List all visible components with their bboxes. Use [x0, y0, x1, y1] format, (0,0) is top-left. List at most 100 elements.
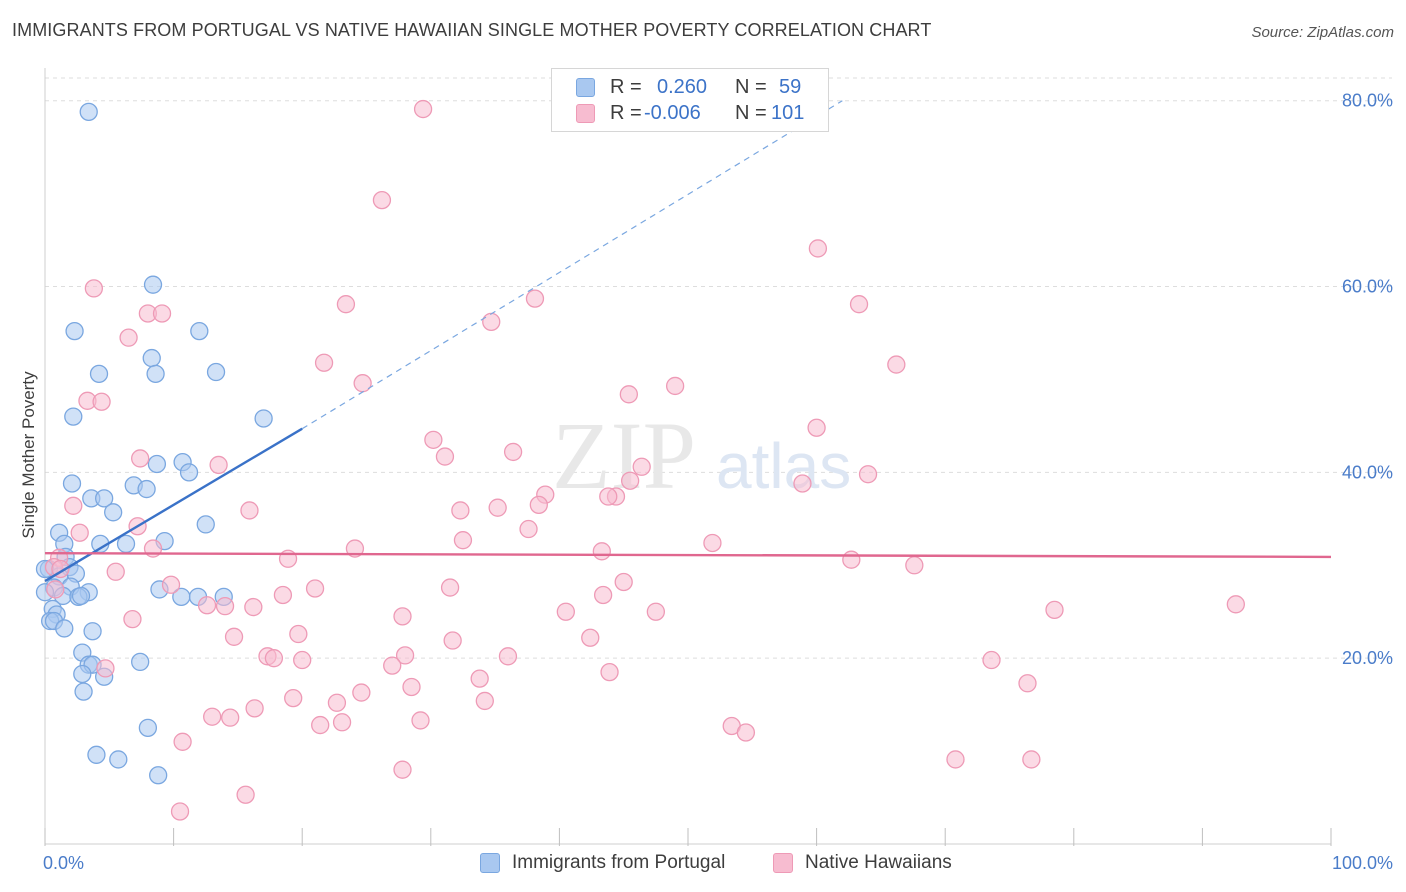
portugal-trend-line [44, 427, 303, 583]
hawaiian-point [96, 659, 115, 678]
hawaiian-point [221, 708, 240, 727]
hawaiian-point [453, 531, 473, 550]
hawaiian-point [170, 802, 190, 821]
portugal-point [149, 766, 168, 785]
bottom-legend-swatch-portugal [480, 853, 500, 873]
hawaiian-point [849, 295, 869, 314]
legend-r-label: R = [610, 76, 642, 98]
hawaiian-point [665, 376, 685, 396]
portugal-point [62, 474, 82, 493]
chart-title: IMMIGRANTS FROM PORTUGAL VS NATIVE HAWAI… [12, 20, 932, 40]
portugal-point [73, 664, 92, 684]
hawaiian-point [620, 471, 640, 490]
portugal-point [64, 407, 83, 426]
hawaiian-point [411, 711, 430, 730]
hawaiian-point [632, 457, 651, 476]
hawaiian-point [525, 289, 545, 308]
portugal-point [138, 718, 158, 738]
hawaiian-point [703, 533, 722, 553]
legend-r-value: 0.260 [657, 76, 708, 98]
portugal-point [179, 463, 199, 482]
y-tick-label: 60.0% [1342, 277, 1393, 297]
hawaiian-point [736, 723, 756, 742]
bottom-legend-label-hawaiian: Native Hawaiians [805, 852, 952, 873]
portugal-point [95, 489, 114, 508]
hawaiian-point [482, 312, 501, 331]
hawaiian-point [402, 677, 421, 697]
hawaiian-point [173, 732, 192, 751]
hawaiian-point [245, 699, 264, 718]
axis-layer [44, 68, 1332, 846]
hawaiian-point [106, 562, 125, 581]
hawaiian-point [619, 385, 638, 404]
hawaiian-point [46, 580, 65, 599]
legend-swatch-portugal [576, 78, 595, 97]
hawaiian-point [92, 392, 111, 411]
hawaiian-point [443, 631, 462, 650]
legend-n-label: N = [735, 76, 767, 98]
hawaiian-point [352, 683, 371, 702]
watermark-zip: ZIP [552, 402, 696, 509]
portugal-point [109, 750, 128, 769]
hawaiian-point [314, 353, 334, 372]
hawaiian-point [395, 646, 415, 665]
hawaiian-point [203, 707, 222, 726]
hawaiian-point [599, 487, 618, 506]
hawaiian-point [842, 550, 861, 569]
portugal-point [89, 364, 109, 384]
x-tick-label: 100.0% [1332, 853, 1393, 873]
portugal-point [79, 102, 98, 122]
legend-n-value: 101 [771, 102, 805, 124]
portugal-point [196, 515, 215, 534]
hawaiian-point [982, 650, 1001, 670]
portugal-point [104, 503, 123, 522]
portugal-point [143, 275, 163, 294]
hawaiian-point [305, 579, 325, 598]
points-layer [35, 99, 1245, 821]
portugal-point [55, 619, 74, 638]
hawaiian-point [556, 602, 575, 621]
portugal-trend-extension [301, 100, 843, 430]
hawaiian-point [244, 597, 263, 617]
hawaiian-point [858, 465, 878, 484]
hawaiian-point [209, 455, 228, 475]
hawaiian-point [593, 585, 613, 605]
hawaiian-point [793, 474, 812, 493]
hawaiian-point [807, 418, 826, 437]
hawaiian-point [372, 190, 392, 210]
bottom-legend-label-portugal: Immigrants from Portugal [512, 852, 726, 873]
hawaiian-point [600, 662, 619, 682]
hawaiian-point [264, 649, 284, 668]
hawaiian-point [293, 650, 312, 670]
labels-layer: 20.0% 40.0% 60.0% 80.0% 0.0% 100.0% Single Mot… [19, 91, 1393, 873]
hawaiian-point [503, 442, 523, 462]
source-label: Source: ZipAtlas.com [1251, 24, 1394, 41]
hawaiian-point [470, 669, 489, 688]
hawaiian-point [424, 430, 443, 449]
portugal-point [131, 652, 150, 672]
y-axis-title: Single Mother Poverty [19, 371, 38, 539]
hawaiian-point [646, 602, 665, 621]
hawaiian-point [215, 596, 235, 616]
hawaiian-point [284, 688, 303, 708]
hawaiian-point [224, 627, 244, 646]
hawaiian-point [197, 596, 217, 615]
hawaiian-point [353, 374, 372, 393]
hawaiian-point [413, 99, 433, 119]
hawaiian-point [946, 750, 965, 769]
correlation-legend: R = 0.260 N = 59 R = -0.006 N = 101 [551, 68, 829, 132]
hawaiian-point [393, 607, 412, 626]
hawaiian-point [84, 279, 104, 298]
y-tick-label: 20.0% [1342, 648, 1393, 668]
portugal-point [254, 409, 273, 428]
portugal-point [147, 454, 167, 474]
portugal-point [71, 586, 91, 606]
hawaiian-trend-line [44, 551, 1332, 559]
hawaiian-point [519, 519, 538, 539]
hawaiian-point [383, 656, 402, 675]
x-tick-label: 0.0% [43, 853, 84, 873]
portugal-point [65, 321, 84, 341]
hawaiian-point [488, 498, 507, 517]
hawaiian-point [64, 496, 83, 515]
